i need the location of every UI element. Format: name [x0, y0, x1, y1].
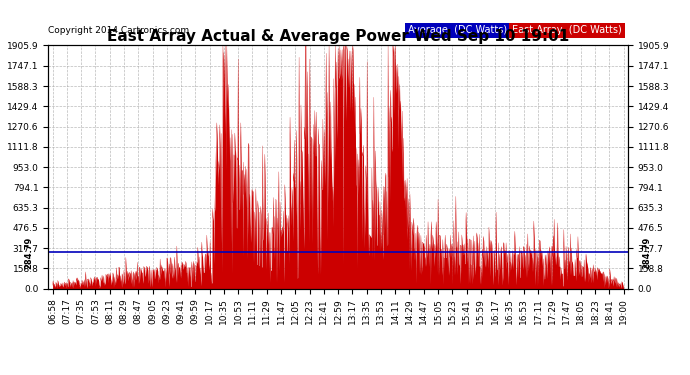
Text: Average  (DC Watts): Average (DC Watts) [408, 26, 506, 35]
Title: East Array Actual & Average Power Wed Sep 10 19:01: East Array Actual & Average Power Wed Se… [107, 29, 569, 44]
Text: 284.79: 284.79 [25, 236, 34, 268]
Text: East Array  (DC Watts): East Array (DC Watts) [512, 26, 622, 35]
Text: Copyright 2014 Cartronics.com: Copyright 2014 Cartronics.com [48, 26, 190, 35]
Text: 284.79: 284.79 [642, 236, 651, 268]
